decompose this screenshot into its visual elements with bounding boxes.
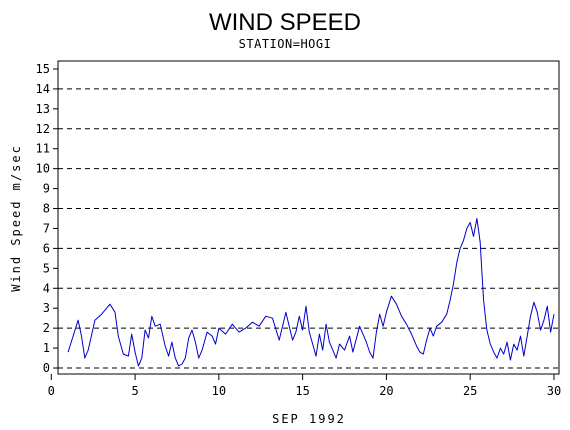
y-tick-label: 10	[36, 162, 50, 176]
plot-frame	[57, 60, 560, 375]
y-tick-label: 1	[43, 341, 50, 355]
y-tick-label: 0	[43, 361, 50, 375]
y-tick-label: 3	[43, 301, 50, 315]
y-tick-label: 14	[36, 82, 50, 96]
y-tick-label: 13	[36, 102, 50, 116]
x-tick-label: 30	[547, 384, 561, 398]
y-tick-label: 8	[43, 202, 50, 216]
y-tick-label: 6	[43, 241, 50, 255]
y-tick-label: 11	[36, 142, 50, 156]
y-axis-label: Wind Speed m/sec	[9, 144, 23, 292]
y-tick-label: 7	[43, 221, 50, 235]
y-tick-label: 2	[43, 321, 50, 335]
x-axis-label: SEP 1992	[272, 412, 346, 426]
x-axis: 0 5 10 15 20 25 30	[48, 374, 561, 398]
y-tick-label: 9	[43, 182, 50, 196]
y-tick-label: 15	[36, 62, 50, 76]
chart-subtitle: STATION=HOGI	[239, 37, 332, 51]
x-tick-label: 5	[131, 384, 138, 398]
y-tick-label: 12	[36, 122, 50, 136]
reference-lines	[58, 88, 559, 369]
x-tick-label: 20	[379, 384, 393, 398]
y-tick-label: 4	[43, 281, 50, 295]
y-tick-label: 5	[43, 261, 50, 275]
x-tick-label: 15	[295, 384, 309, 398]
series-layer	[67, 218, 555, 367]
wind-speed-series-line	[67, 218, 555, 367]
x-tick-label: 10	[212, 384, 226, 398]
x-tick-label: 0	[48, 384, 55, 398]
chart-title: WIND SPEED	[209, 9, 361, 36]
x-tick-label: 25	[463, 384, 477, 398]
